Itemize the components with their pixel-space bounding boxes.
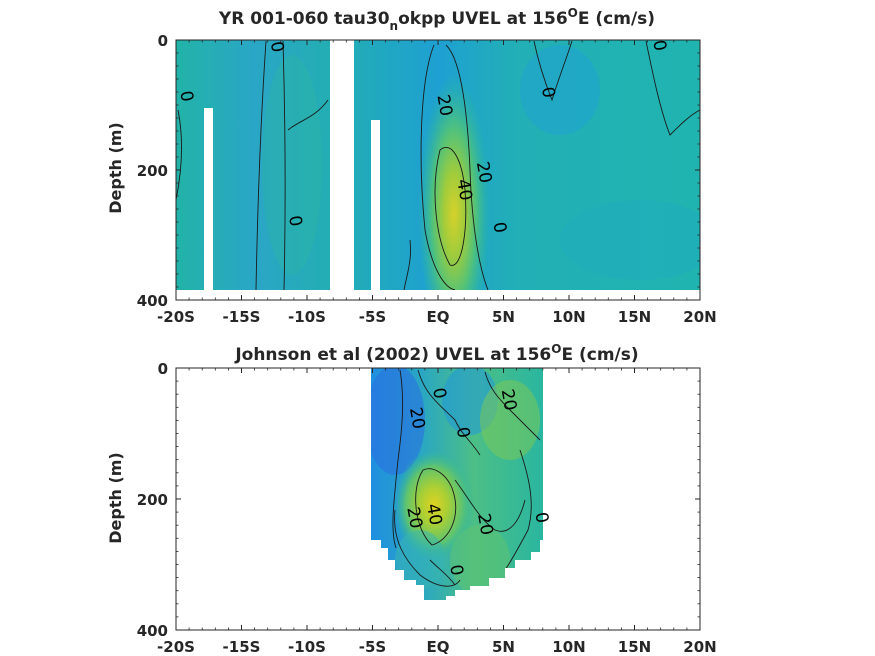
- y-axis-label-top: Depth (m): [106, 122, 125, 214]
- contour-label-bottom: 20: [497, 387, 520, 412]
- contour-label-top: 20: [433, 93, 456, 118]
- y-tick-label-top: 0: [158, 32, 168, 50]
- y-tick-label-bottom: 400: [137, 622, 168, 640]
- x-tick-label-bottom: 10N: [552, 638, 585, 656]
- x-tick-label-bottom: -10S: [288, 638, 326, 656]
- contour-label-top: 0: [648, 39, 670, 53]
- chart-title-bottom: Johnson et al (2002) UVEL at 156OE (cm/s…: [234, 342, 638, 365]
- x-tick-label-bottom: EQ: [427, 638, 450, 656]
- contour-label-bottom: 20: [405, 406, 428, 431]
- contour-label-bottom: 0: [452, 426, 474, 440]
- x-tick-label-bottom: -5S: [359, 638, 386, 656]
- velocity-field-bottom: [371, 368, 543, 600]
- x-tick-label-bottom: -15S: [223, 638, 261, 656]
- x-tick-label-top: 10N: [552, 308, 585, 326]
- contour-label-bottom: 20: [473, 512, 496, 537]
- y-tick-label-bottom: 200: [137, 491, 168, 509]
- x-tick-label-top: -5S: [359, 308, 386, 326]
- x-tick-label-top: -15S: [223, 308, 261, 326]
- data-gap-1: [204, 108, 213, 290]
- contour-label-top: 0: [284, 214, 306, 228]
- contour-label-top: 0: [488, 221, 510, 235]
- chart-title-top: YR 001-060 tau30nokpp UVEL at 156OE (cm/…: [218, 6, 655, 33]
- x-tick-label-top: -20S: [157, 308, 195, 326]
- contour-label-top: 0: [175, 89, 197, 103]
- contour-label-top: 40: [452, 178, 475, 203]
- y-tick-label-top: 200: [137, 162, 168, 180]
- contour-label-top: 0: [266, 40, 288, 54]
- contour-label-bottom: 0: [428, 386, 450, 400]
- contour-label-bottom: 0: [445, 563, 467, 577]
- contour-label-top: 20: [472, 160, 495, 185]
- data-gap-3: [371, 120, 380, 290]
- x-tick-label-bottom: 5N: [492, 638, 515, 656]
- contour-label-bottom: 20: [402, 505, 425, 530]
- x-tick-label-bottom: -20S: [157, 638, 195, 656]
- x-tick-label-top: 15N: [618, 308, 651, 326]
- x-tick-label-top: 5N: [492, 308, 515, 326]
- y-tick-label-top: 400: [137, 292, 168, 310]
- y-axis-label-bottom: Depth (m): [106, 452, 125, 544]
- data-gap-2: [330, 40, 354, 290]
- contour-label-bottom: 40: [422, 502, 445, 527]
- y-tick-label-bottom: 0: [158, 360, 168, 378]
- x-tick-label-bottom: 15N: [618, 638, 651, 656]
- velocity-field-top: [176, 40, 700, 290]
- contour-label-top: 0: [537, 85, 559, 99]
- x-tick-label-bottom: 20N: [683, 638, 716, 656]
- x-tick-label-top: 20N: [683, 308, 716, 326]
- x-tick-label-top: EQ: [427, 308, 450, 326]
- contour-label-bottom: 0: [530, 511, 552, 525]
- x-tick-label-top: -10S: [288, 308, 326, 326]
